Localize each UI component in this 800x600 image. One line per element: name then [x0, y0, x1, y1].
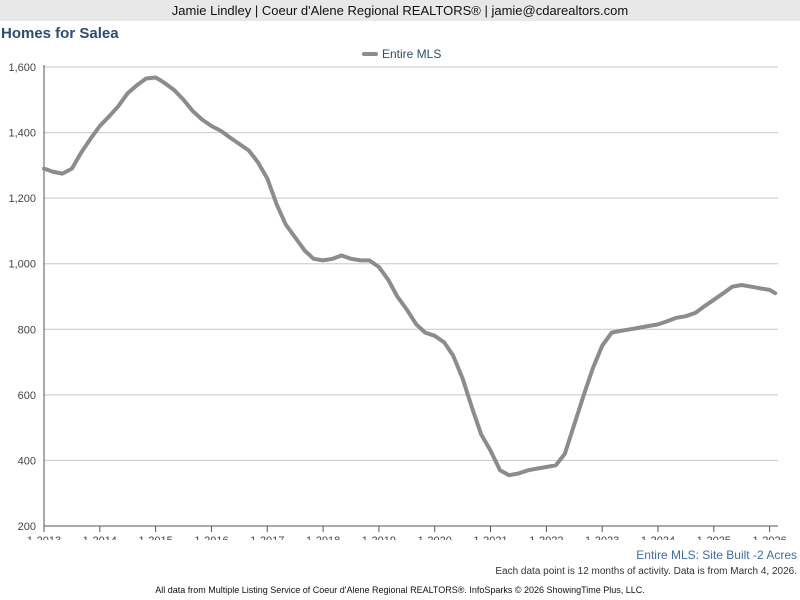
x-tick-label: 1-2022 — [529, 535, 563, 540]
series-line — [42, 75, 778, 478]
x-tick-label: 1-2023 — [585, 535, 619, 540]
x-tick-label: 1-2018 — [306, 535, 340, 540]
data-note: Each data point is 12 months of activity… — [495, 566, 797, 577]
y-tick-label: 800 — [18, 324, 36, 336]
header-text: Jamie Lindley | Coeur d'Alene Regional R… — [171, 3, 629, 18]
x-tick-label: 1-2015 — [139, 535, 173, 540]
y-tick-label: 400 — [18, 455, 36, 467]
series-layer — [42, 75, 778, 478]
series-description: Entire MLS: Site Built -2 Acres — [636, 548, 797, 562]
y-tick-label: 1,000 — [8, 259, 36, 271]
legend: Entire MLS — [362, 47, 441, 61]
x-tick-label: 1-2019 — [362, 535, 396, 540]
x-tick-label: 1-2020 — [418, 535, 452, 540]
x-tick-label: 1-2014 — [83, 535, 117, 540]
line-chart: Entire MLS 200 400 600 800 1,000 1,200 1,400 1,… — [8, 47, 786, 540]
y-tick-label: 1,400 — [8, 128, 36, 140]
x-tick-label: 1-2024 — [641, 535, 675, 540]
x-tick-label: 1-2013 — [27, 535, 61, 540]
grid-lines — [44, 66, 778, 461]
y-tick-label: 200 — [18, 521, 36, 533]
x-tick-label: 1-2025 — [697, 535, 731, 540]
y-tick-label: 600 — [18, 390, 36, 402]
axes: 200 400 600 800 1,000 1,200 1,400 1,600 1-2013 1-… — [8, 62, 786, 540]
x-tick-label: 1-2017 — [250, 535, 284, 540]
y-tick-label: 1,200 — [8, 193, 36, 205]
x-tick-label: 1-2026 — [752, 535, 786, 540]
footer-text: All data from Multiple Listing Service o… — [155, 585, 645, 595]
x-tick-label: 1-2016 — [194, 535, 228, 540]
legend-label: Entire MLS — [382, 47, 441, 61]
y-tick-label: 1,600 — [8, 62, 36, 74]
chart-title: Homes for Salea — [1, 25, 119, 42]
header-bar: Jamie Lindley | Coeur d'Alene Regional R… — [0, 0, 800, 21]
x-tick-label: 1-2021 — [473, 535, 507, 540]
